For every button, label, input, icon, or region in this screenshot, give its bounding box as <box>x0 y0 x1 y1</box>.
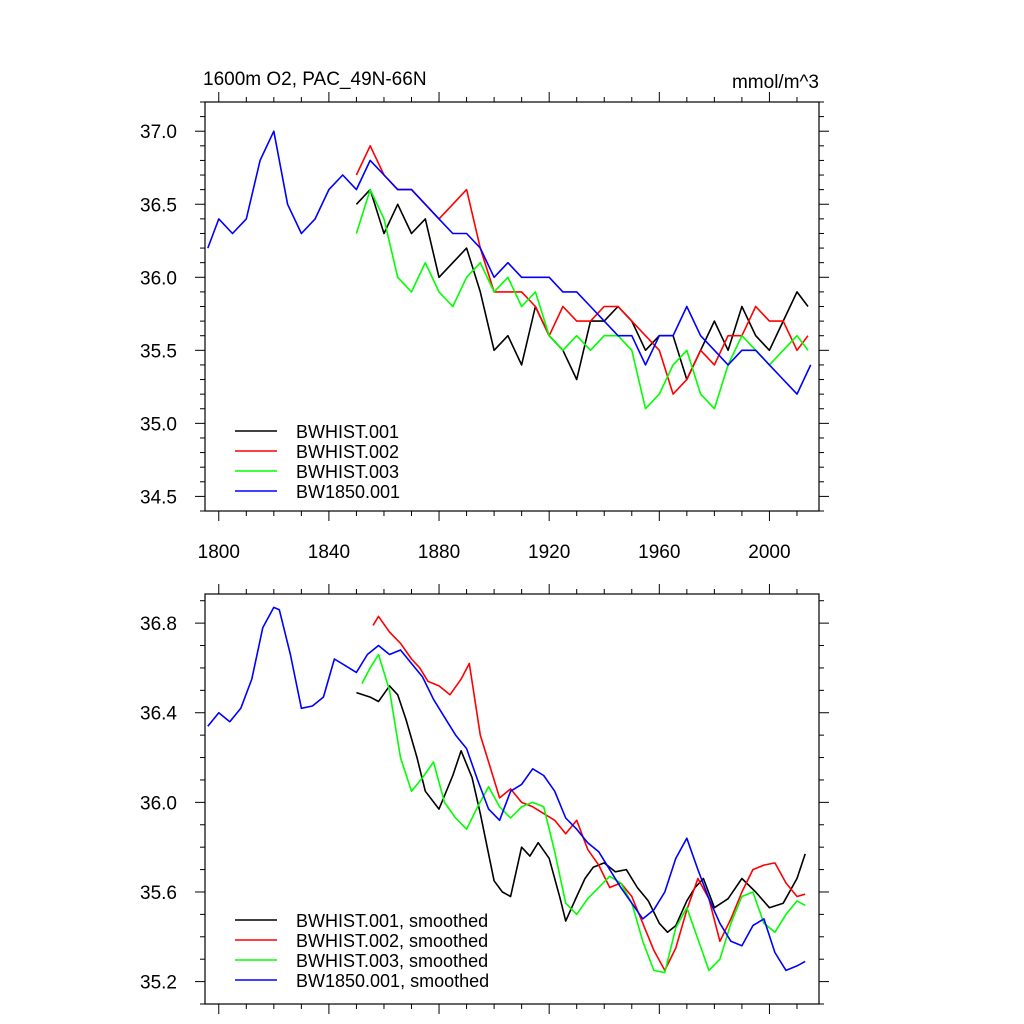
legend-label: BWHIST.002, smoothed <box>296 931 488 951</box>
legend-label: BWHIST.003, smoothed <box>296 951 488 971</box>
series-line <box>355 188 809 410</box>
legend-label: BW1850.001, smoothed <box>296 971 489 991</box>
y-tick-label: 35.6 <box>140 883 177 904</box>
y-tick-label: 36.0 <box>140 793 177 814</box>
y-tick-label: 36.5 <box>140 195 177 216</box>
series-line <box>207 130 812 395</box>
x-tick-label: 2000 <box>748 542 790 563</box>
y-tick-label: 36.0 <box>140 268 177 289</box>
series-line <box>207 606 806 972</box>
x-tick-label: 1840 <box>308 542 350 563</box>
x-tick-label: 1880 <box>418 542 460 563</box>
plot-panel-2: 35.2 35.6 36.0 36.4 36.8 BWHIST.001, smoothed… <box>140 584 829 1014</box>
chart-title: 1600m O2, PAC_49N-66N <box>203 69 427 90</box>
y-tick-label: 34.5 <box>140 487 177 508</box>
legend-label: BWHIST.003 <box>296 462 399 482</box>
y-tick-label: 37.0 <box>140 122 177 143</box>
plot-panel-1: 1800 1840 1880 1920 1960 2000 34.5 35.0 35.5 36.0… <box>140 92 829 563</box>
series-line <box>356 685 806 934</box>
series-line <box>361 653 806 974</box>
x-tick-label: 1800 <box>198 542 240 563</box>
legend-label: BW1850.001 <box>296 482 400 502</box>
x-tick-label: 1960 <box>638 542 680 563</box>
legend-label: BWHIST.001 <box>296 422 399 442</box>
series-line <box>355 188 809 381</box>
y-tick-label: 35.5 <box>140 341 177 362</box>
x-tick-label: 1920 <box>528 542 570 563</box>
plot-frame <box>204 593 820 1005</box>
units-label: mmol/m^3 <box>732 72 819 93</box>
y-tick-label: 35.0 <box>140 414 177 435</box>
y-tick-label: 36.4 <box>140 704 177 725</box>
y-tick-label: 36.8 <box>140 614 177 635</box>
legend-label: BWHIST.001, smoothed <box>296 911 488 931</box>
y-tick-label: 35.2 <box>140 973 177 994</box>
legend-label: BWHIST.002 <box>296 442 399 462</box>
